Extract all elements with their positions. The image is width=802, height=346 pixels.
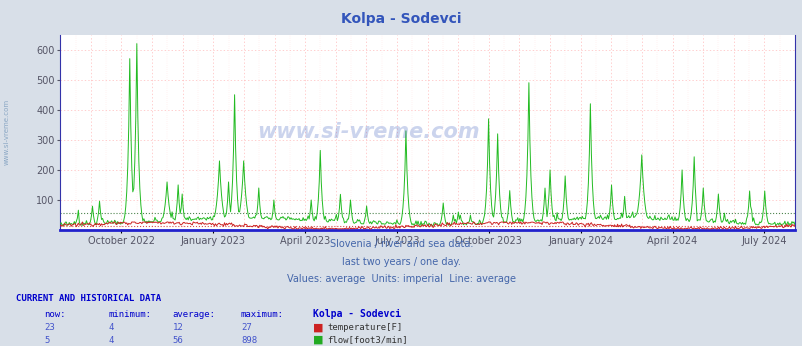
- Text: 898: 898: [241, 336, 257, 345]
- Text: www.si-vreme.com: www.si-vreme.com: [3, 98, 10, 165]
- Text: 4: 4: [108, 324, 114, 333]
- Text: ■: ■: [313, 335, 323, 345]
- Text: 27: 27: [241, 324, 251, 333]
- Text: Kolpa - Sodevci: Kolpa - Sodevci: [341, 12, 461, 26]
- Text: 4: 4: [108, 336, 114, 345]
- Text: Values: average  Units: imperial  Line: average: Values: average Units: imperial Line: av…: [286, 274, 516, 284]
- Text: www.si-vreme.com: www.si-vreme.com: [257, 122, 480, 142]
- Text: 12: 12: [172, 324, 183, 333]
- Text: ■: ■: [313, 322, 323, 333]
- Text: maximum:: maximum:: [241, 310, 284, 319]
- Text: CURRENT AND HISTORICAL DATA: CURRENT AND HISTORICAL DATA: [16, 294, 161, 303]
- Text: 23: 23: [44, 324, 55, 333]
- Text: average:: average:: [172, 310, 216, 319]
- Text: flow[foot3/min]: flow[foot3/min]: [327, 336, 407, 345]
- Text: Slovenia / river and sea data.: Slovenia / river and sea data.: [330, 239, 472, 249]
- Text: last two years / one day.: last two years / one day.: [342, 257, 460, 267]
- Text: minimum:: minimum:: [108, 310, 152, 319]
- Text: 56: 56: [172, 336, 183, 345]
- Text: 5: 5: [44, 336, 50, 345]
- Text: now:: now:: [44, 310, 66, 319]
- Text: temperature[F]: temperature[F]: [327, 324, 403, 333]
- Text: Kolpa - Sodevci: Kolpa - Sodevci: [313, 309, 401, 319]
